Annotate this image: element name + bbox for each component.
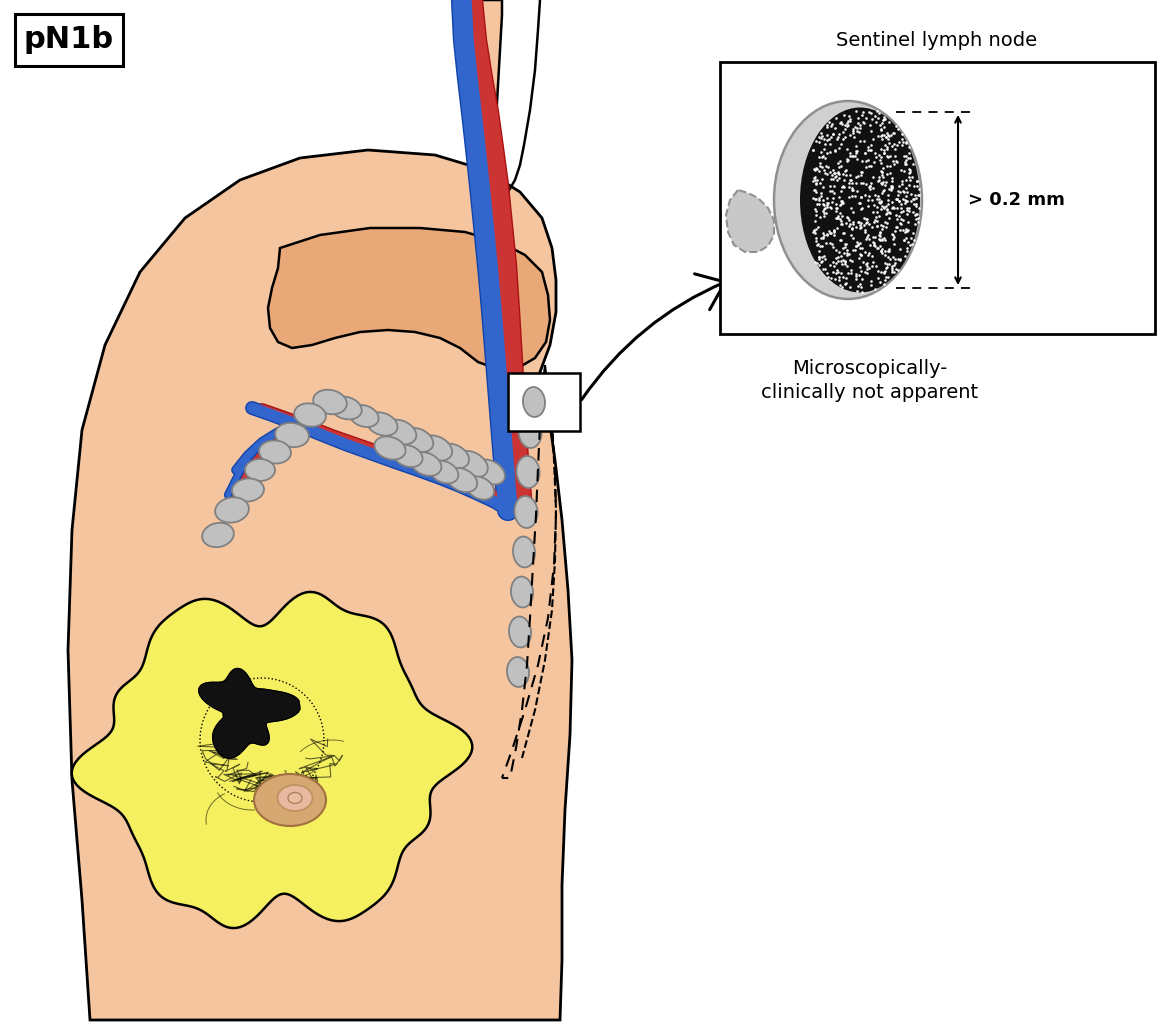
Ellipse shape (515, 496, 537, 528)
Ellipse shape (439, 444, 469, 468)
Ellipse shape (521, 380, 543, 410)
Polygon shape (68, 150, 572, 1020)
Ellipse shape (800, 107, 920, 292)
Ellipse shape (511, 576, 533, 607)
Text: Microscopically-: Microscopically- (792, 358, 948, 377)
Ellipse shape (403, 428, 434, 452)
Ellipse shape (446, 468, 477, 492)
FancyArrowPatch shape (582, 274, 725, 400)
Ellipse shape (314, 389, 347, 414)
Ellipse shape (202, 523, 234, 547)
Polygon shape (268, 228, 550, 370)
Polygon shape (72, 592, 472, 928)
Ellipse shape (258, 440, 291, 464)
Ellipse shape (475, 460, 505, 484)
Ellipse shape (456, 451, 488, 477)
Polygon shape (468, 0, 502, 195)
Polygon shape (199, 668, 300, 758)
Ellipse shape (384, 419, 416, 444)
Ellipse shape (506, 657, 529, 687)
Ellipse shape (509, 617, 531, 648)
Text: Sentinel lymph node: Sentinel lymph node (837, 31, 1038, 50)
Ellipse shape (394, 445, 423, 467)
Ellipse shape (419, 435, 452, 461)
Text: clinically not apparent: clinically not apparent (761, 383, 979, 403)
Ellipse shape (518, 416, 542, 448)
Ellipse shape (517, 456, 539, 488)
Polygon shape (726, 190, 774, 252)
Ellipse shape (523, 387, 545, 417)
Ellipse shape (294, 403, 325, 427)
Ellipse shape (367, 412, 397, 436)
Ellipse shape (246, 459, 275, 481)
Ellipse shape (430, 461, 458, 483)
Ellipse shape (349, 405, 378, 427)
Ellipse shape (513, 536, 535, 567)
Bar (15, 14, 123, 66)
Text: > 0.2 mm: > 0.2 mm (968, 191, 1065, 209)
Ellipse shape (288, 792, 302, 804)
Ellipse shape (774, 101, 922, 299)
Bar (508, 373, 580, 431)
Ellipse shape (410, 452, 442, 476)
Ellipse shape (375, 436, 405, 460)
Text: pN1b: pN1b (24, 26, 114, 55)
Ellipse shape (275, 422, 309, 447)
Ellipse shape (254, 774, 325, 826)
Ellipse shape (277, 785, 313, 811)
Ellipse shape (330, 397, 362, 419)
Ellipse shape (215, 497, 249, 523)
Ellipse shape (465, 476, 495, 500)
Bar (720, 62, 1155, 334)
Ellipse shape (231, 478, 264, 502)
